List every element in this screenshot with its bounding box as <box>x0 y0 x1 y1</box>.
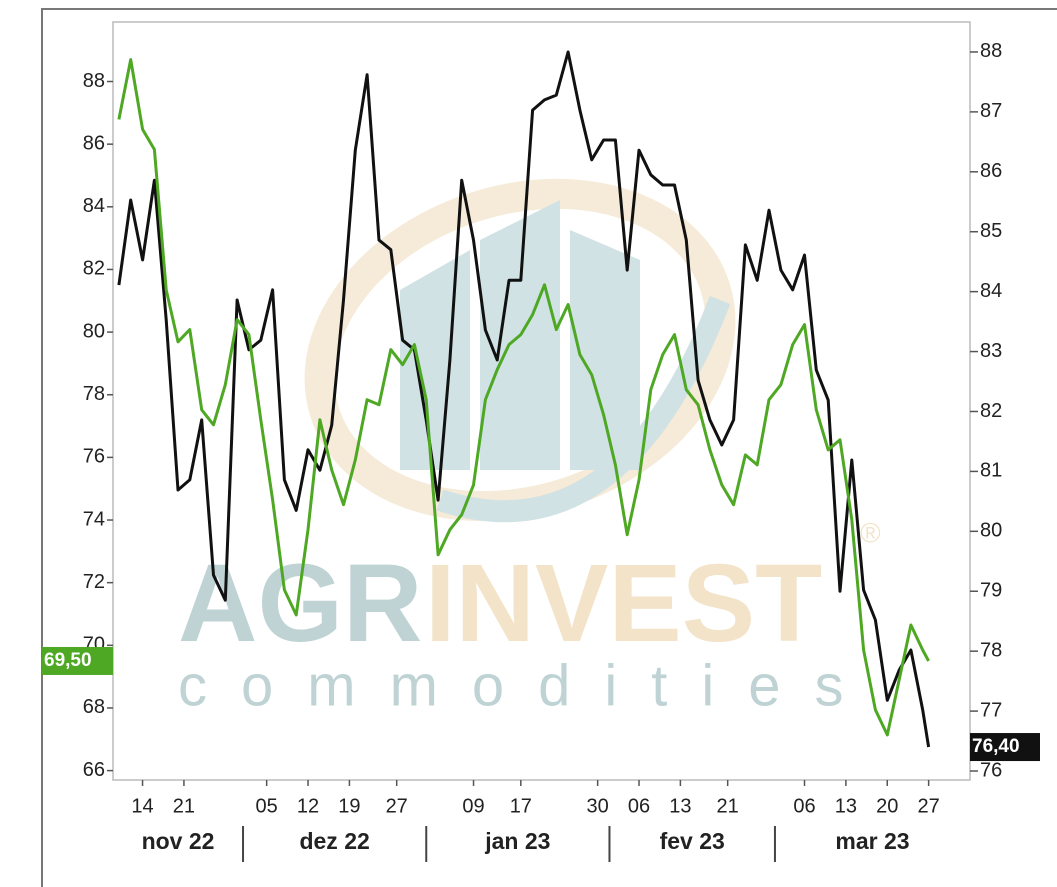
panel-frame <box>41 8 1057 887</box>
y-tick-label: 86 <box>83 132 105 154</box>
y2-tick-label: 76 <box>980 759 1002 781</box>
y-tick-label: 82 <box>83 258 105 280</box>
logo-arc <box>304 178 736 522</box>
x-tick-label: 14 <box>131 795 153 817</box>
x-group-label: fev 23 <box>660 828 725 854</box>
x-tick-label: 30 <box>587 795 609 817</box>
watermark-text: AGR INVEST commodities ® <box>178 517 881 718</box>
x-group-label: nov 22 <box>142 828 215 854</box>
y-tick-label: 66 <box>83 759 105 781</box>
value-label-box <box>42 646 113 675</box>
y2-tick-label: 79 <box>980 580 1002 602</box>
value-label: 76,40 <box>972 736 1020 757</box>
x-tick-label: 27 <box>918 795 940 817</box>
watermark-second: INVEST <box>425 542 822 665</box>
y2-tick-label: 87 <box>980 100 1002 122</box>
value-label: 69,50 <box>44 650 92 671</box>
y2-tick-label: 83 <box>980 340 1002 362</box>
x-tick-label: 06 <box>793 795 815 817</box>
y-tick-label: 68 <box>83 696 105 718</box>
x-tick-label: 09 <box>462 795 484 817</box>
x-tick-label: 17 <box>510 795 532 817</box>
x-group-label: dez 22 <box>299 828 369 854</box>
x-tick-label: 27 <box>386 795 408 817</box>
y-tick-label: 76 <box>83 446 105 468</box>
x-tick-label: 05 <box>256 795 278 817</box>
y-tick-label: 72 <box>83 571 105 593</box>
y2-tick-label: 81 <box>980 460 1002 482</box>
y-tick-label: 74 <box>83 508 105 530</box>
y2-tick-label: 82 <box>980 400 1002 422</box>
x-tick-label: 12 <box>297 795 319 817</box>
x-group-label: mar 23 <box>835 828 909 854</box>
x-group-label: jan 23 <box>484 828 550 854</box>
y2-tick-label: 84 <box>980 280 1002 302</box>
logo-swoosh <box>436 296 731 523</box>
watermark-first: AGR <box>178 542 422 665</box>
value-label-box <box>970 733 1040 762</box>
y2-tick-label: 85 <box>980 220 1002 242</box>
series-line <box>117 58 930 737</box>
x-tick-label: 21 <box>173 795 195 817</box>
y2-tick-label: 80 <box>980 520 1002 542</box>
y2-tick-label: 77 <box>980 699 1002 721</box>
watermark-mark: ® <box>860 517 881 548</box>
plot-frame <box>112 21 971 781</box>
y2-tick-label: 78 <box>980 639 1002 661</box>
y2-tick-label: 88 <box>980 40 1002 62</box>
y-tick-label: 80 <box>83 320 105 342</box>
x-tick-label: 21 <box>717 795 739 817</box>
y-tick-label: 84 <box>83 195 105 217</box>
x-tick-label: 13 <box>835 795 857 817</box>
x-tick-label: 20 <box>876 795 898 817</box>
x-tick-label: 13 <box>669 795 691 817</box>
y-tick-label: 78 <box>83 383 105 405</box>
x-tick-label: 06 <box>628 795 650 817</box>
watermark-sub: commodities <box>178 653 878 718</box>
y-tick-label: 88 <box>83 70 105 92</box>
y2-tick-label: 86 <box>980 160 1002 182</box>
series-line <box>117 50 931 748</box>
x-tick-label: 19 <box>338 795 360 817</box>
